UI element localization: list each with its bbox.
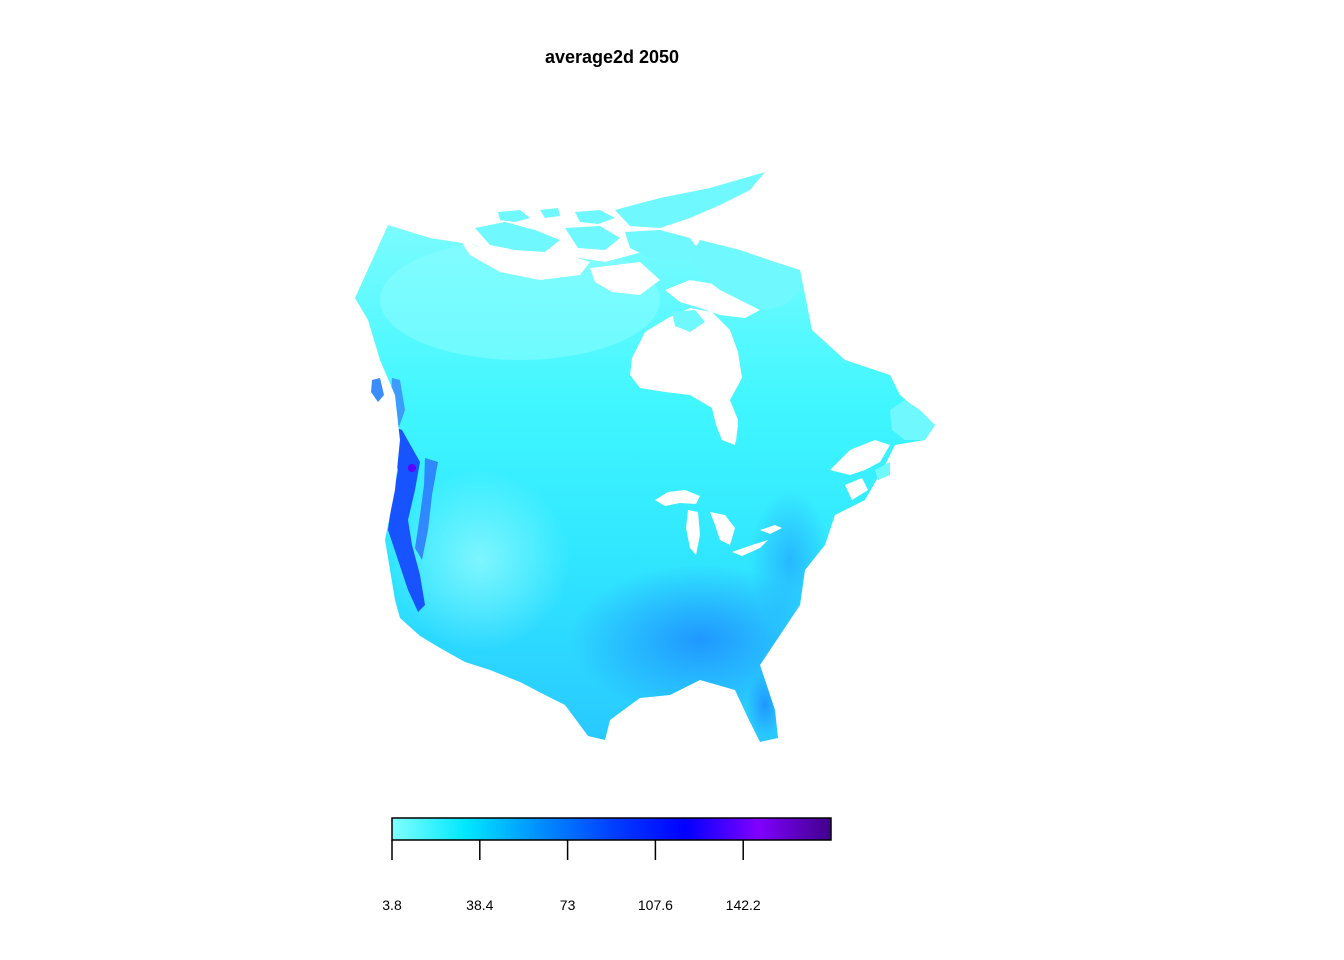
arctic-archipelago bbox=[371, 172, 935, 480]
legend-tick-label: 38.4 bbox=[466, 897, 493, 913]
baffin-island bbox=[690, 240, 800, 310]
legend-tick-label: 107.6 bbox=[638, 897, 673, 913]
legend-tick-label: 73 bbox=[560, 897, 576, 913]
lake-ontario bbox=[760, 525, 782, 534]
coastal-peak bbox=[408, 464, 416, 472]
lake-superior bbox=[655, 490, 700, 506]
lake-michigan bbox=[686, 510, 700, 555]
arctic-island-2 bbox=[540, 208, 560, 218]
arctic-island-1 bbox=[498, 210, 530, 222]
gulf-of-st-lawrence bbox=[830, 440, 890, 475]
ellesmere-island bbox=[615, 172, 765, 228]
southampton-island bbox=[672, 310, 705, 332]
pacific-coast-band bbox=[388, 425, 425, 612]
arctic-island-3 bbox=[575, 210, 615, 224]
arctic-channel-3 bbox=[665, 280, 760, 318]
legend-color-bar bbox=[391, 817, 832, 841]
northern-pale-region bbox=[380, 240, 660, 360]
bay-of-fundy bbox=[845, 478, 868, 500]
arctic-channel-2 bbox=[590, 262, 660, 295]
north-america-landmass bbox=[355, 225, 935, 742]
legend-ticks: 3.8 38.4 73 107.6 142.2 bbox=[382, 840, 761, 913]
james-bay bbox=[712, 408, 738, 445]
arctic-island-7 bbox=[625, 230, 700, 262]
arctic-channel-1 bbox=[460, 240, 590, 280]
newfoundland bbox=[890, 400, 935, 440]
cascade-band bbox=[415, 458, 438, 560]
arctic-island-5 bbox=[475, 222, 560, 252]
lake-erie bbox=[732, 540, 768, 556]
lake-huron bbox=[710, 512, 735, 545]
western-interior-highlight bbox=[390, 470, 570, 650]
vancouver-island bbox=[371, 378, 384, 402]
legend-tick-label: 142.2 bbox=[726, 897, 761, 913]
cape-breton bbox=[875, 462, 890, 480]
map-title: average2d 2050 bbox=[544, 47, 680, 67]
arctic-island-6 bbox=[565, 226, 620, 250]
legend-tick-label: 3.8 bbox=[382, 897, 402, 913]
